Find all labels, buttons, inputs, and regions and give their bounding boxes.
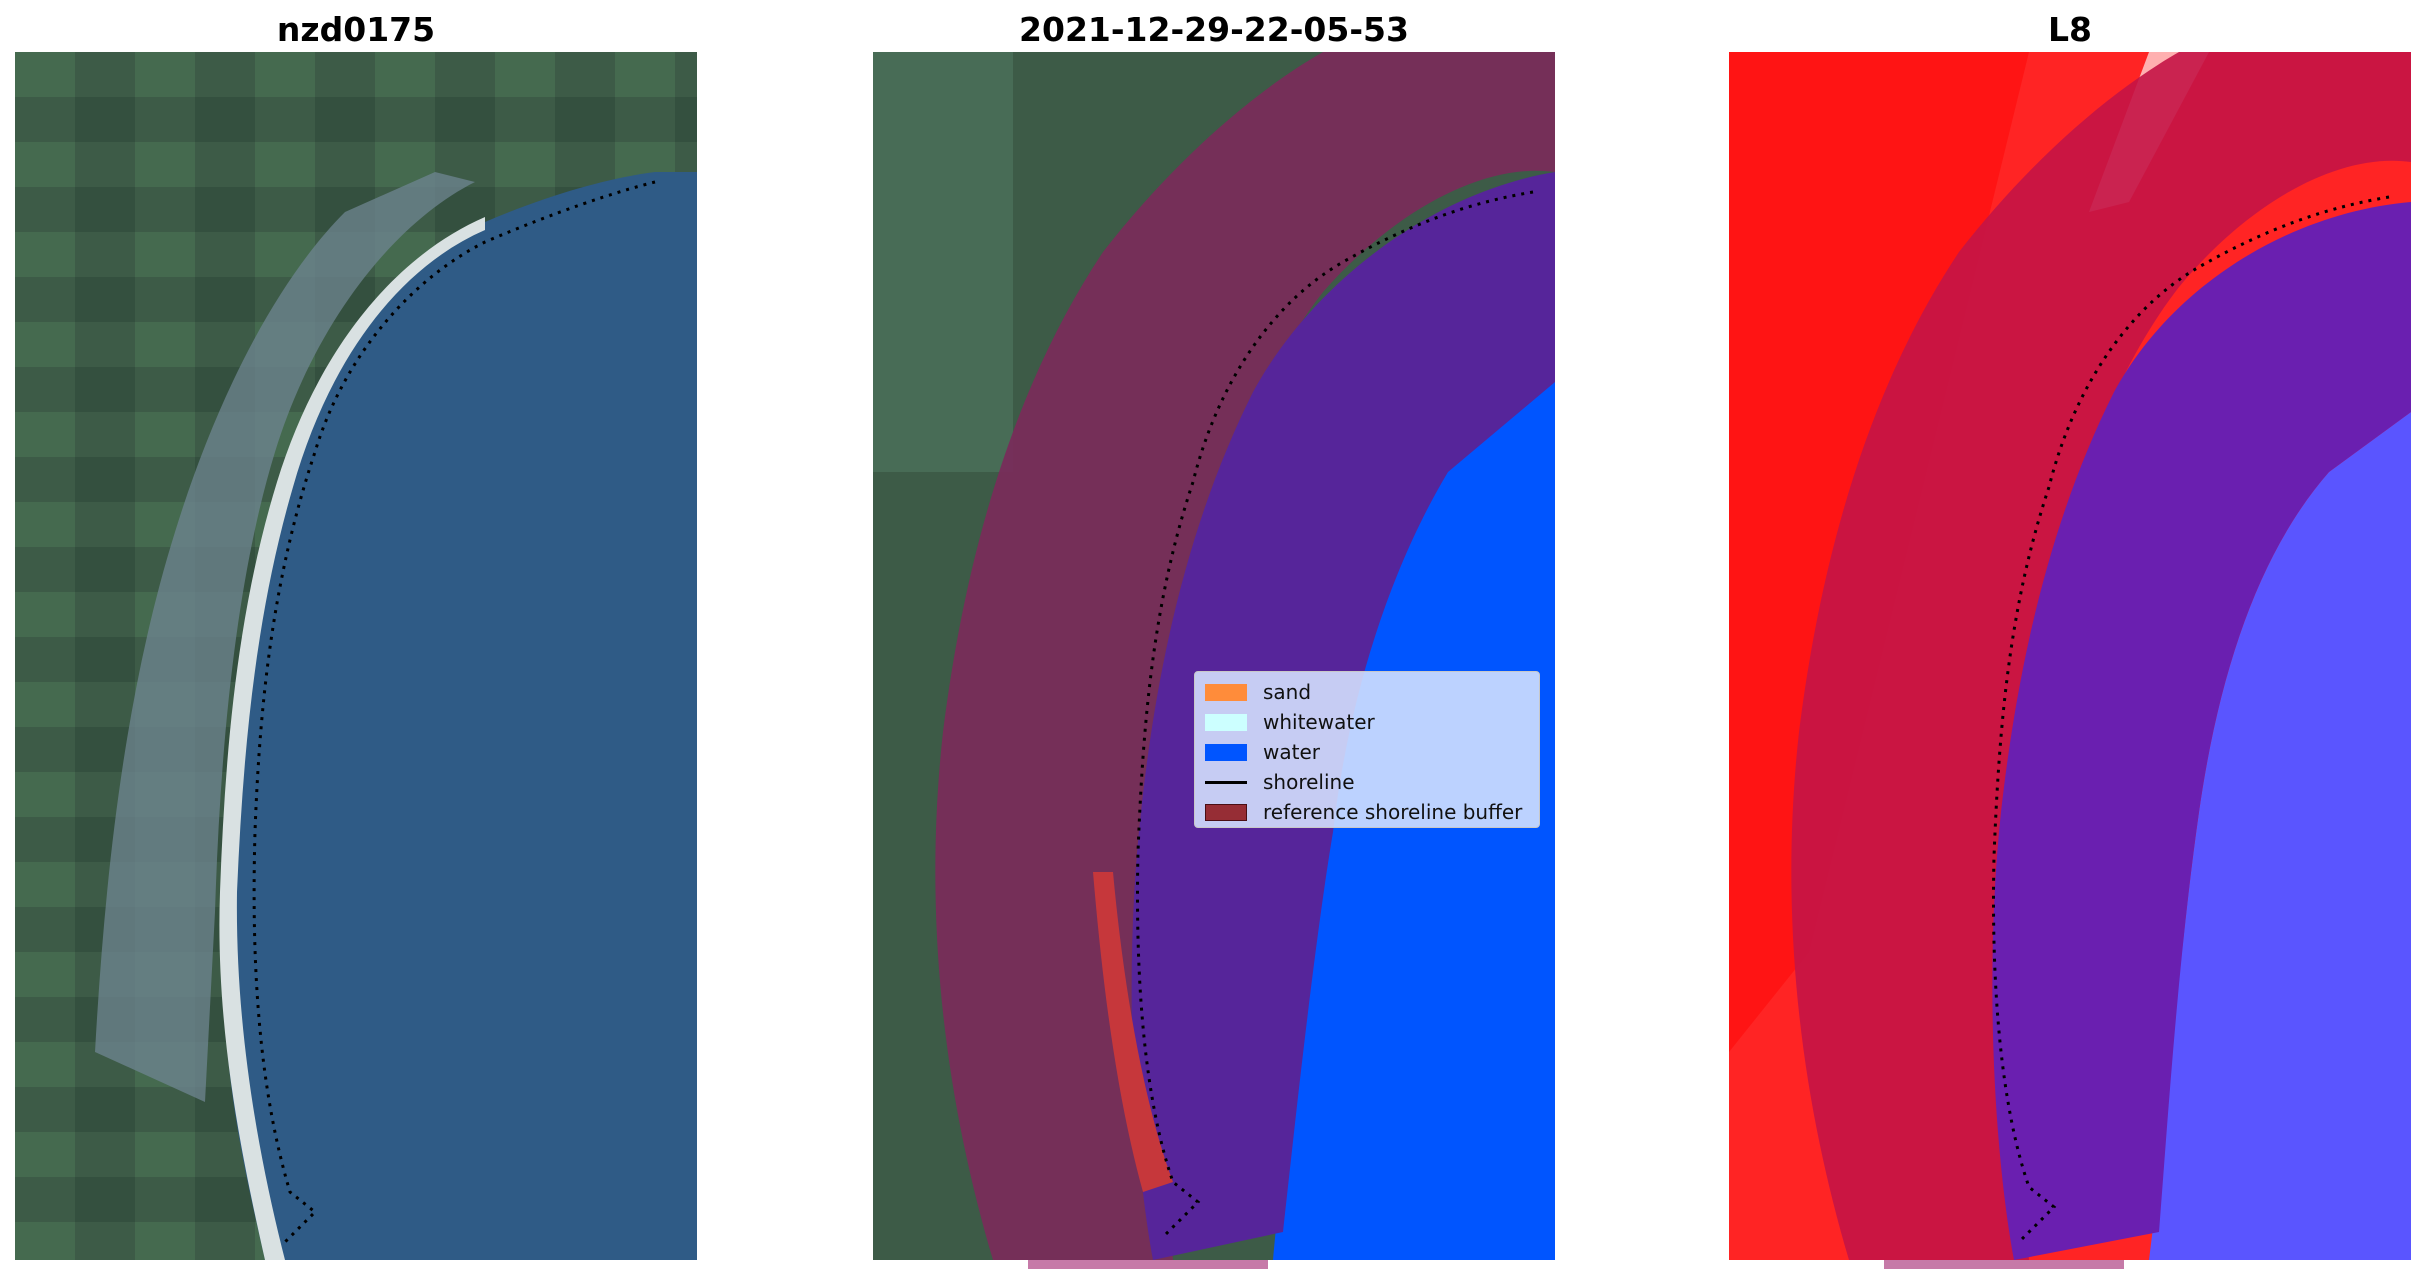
water-swatch bbox=[1205, 743, 1247, 761]
legend-item-buffer: reference shoreline buffer bbox=[1205, 797, 1529, 827]
index-overlay-map bbox=[1729, 52, 2411, 1260]
panel-title-date: 2021-12-29-22-05-53 bbox=[1019, 10, 1409, 49]
reference-shoreline-buffer bbox=[1791, 52, 2411, 1260]
whitewater-swatch bbox=[1205, 713, 1247, 731]
true-color-image bbox=[15, 52, 697, 1260]
legend-label: shoreline bbox=[1263, 770, 1355, 794]
buffer-overflow-strip bbox=[1028, 1260, 1268, 1269]
legend-item-shoreline: shoreline bbox=[1205, 767, 1529, 797]
legend-label: water bbox=[1263, 740, 1320, 764]
legend-item-water: water bbox=[1205, 737, 1529, 767]
shoreline-line bbox=[252, 180, 656, 1244]
shoreline-swatch bbox=[1205, 780, 1247, 784]
legend: sand whitewater water shoreline referenc… bbox=[1194, 671, 1540, 828]
legend-label: whitewater bbox=[1263, 710, 1375, 734]
legend-item-sand: sand bbox=[1205, 677, 1529, 707]
panel-title-satellite: L8 bbox=[2048, 10, 2092, 49]
classification-map bbox=[873, 52, 1555, 1260]
sand-swatch bbox=[1205, 683, 1247, 701]
panel-title-image: nzd0175 bbox=[276, 10, 436, 49]
legend-label: sand bbox=[1263, 680, 1312, 704]
buffer-overflow-strip bbox=[1884, 1260, 2124, 1269]
legend-item-whitewater: whitewater bbox=[1205, 707, 1529, 737]
shoreline-line bbox=[1135, 190, 1534, 1239]
legend-label: reference shoreline buffer bbox=[1263, 800, 1523, 824]
shoreline-line bbox=[1991, 195, 2390, 1244]
buffer-swatch bbox=[1205, 803, 1247, 821]
reference-shoreline-buffer bbox=[935, 52, 1555, 1260]
